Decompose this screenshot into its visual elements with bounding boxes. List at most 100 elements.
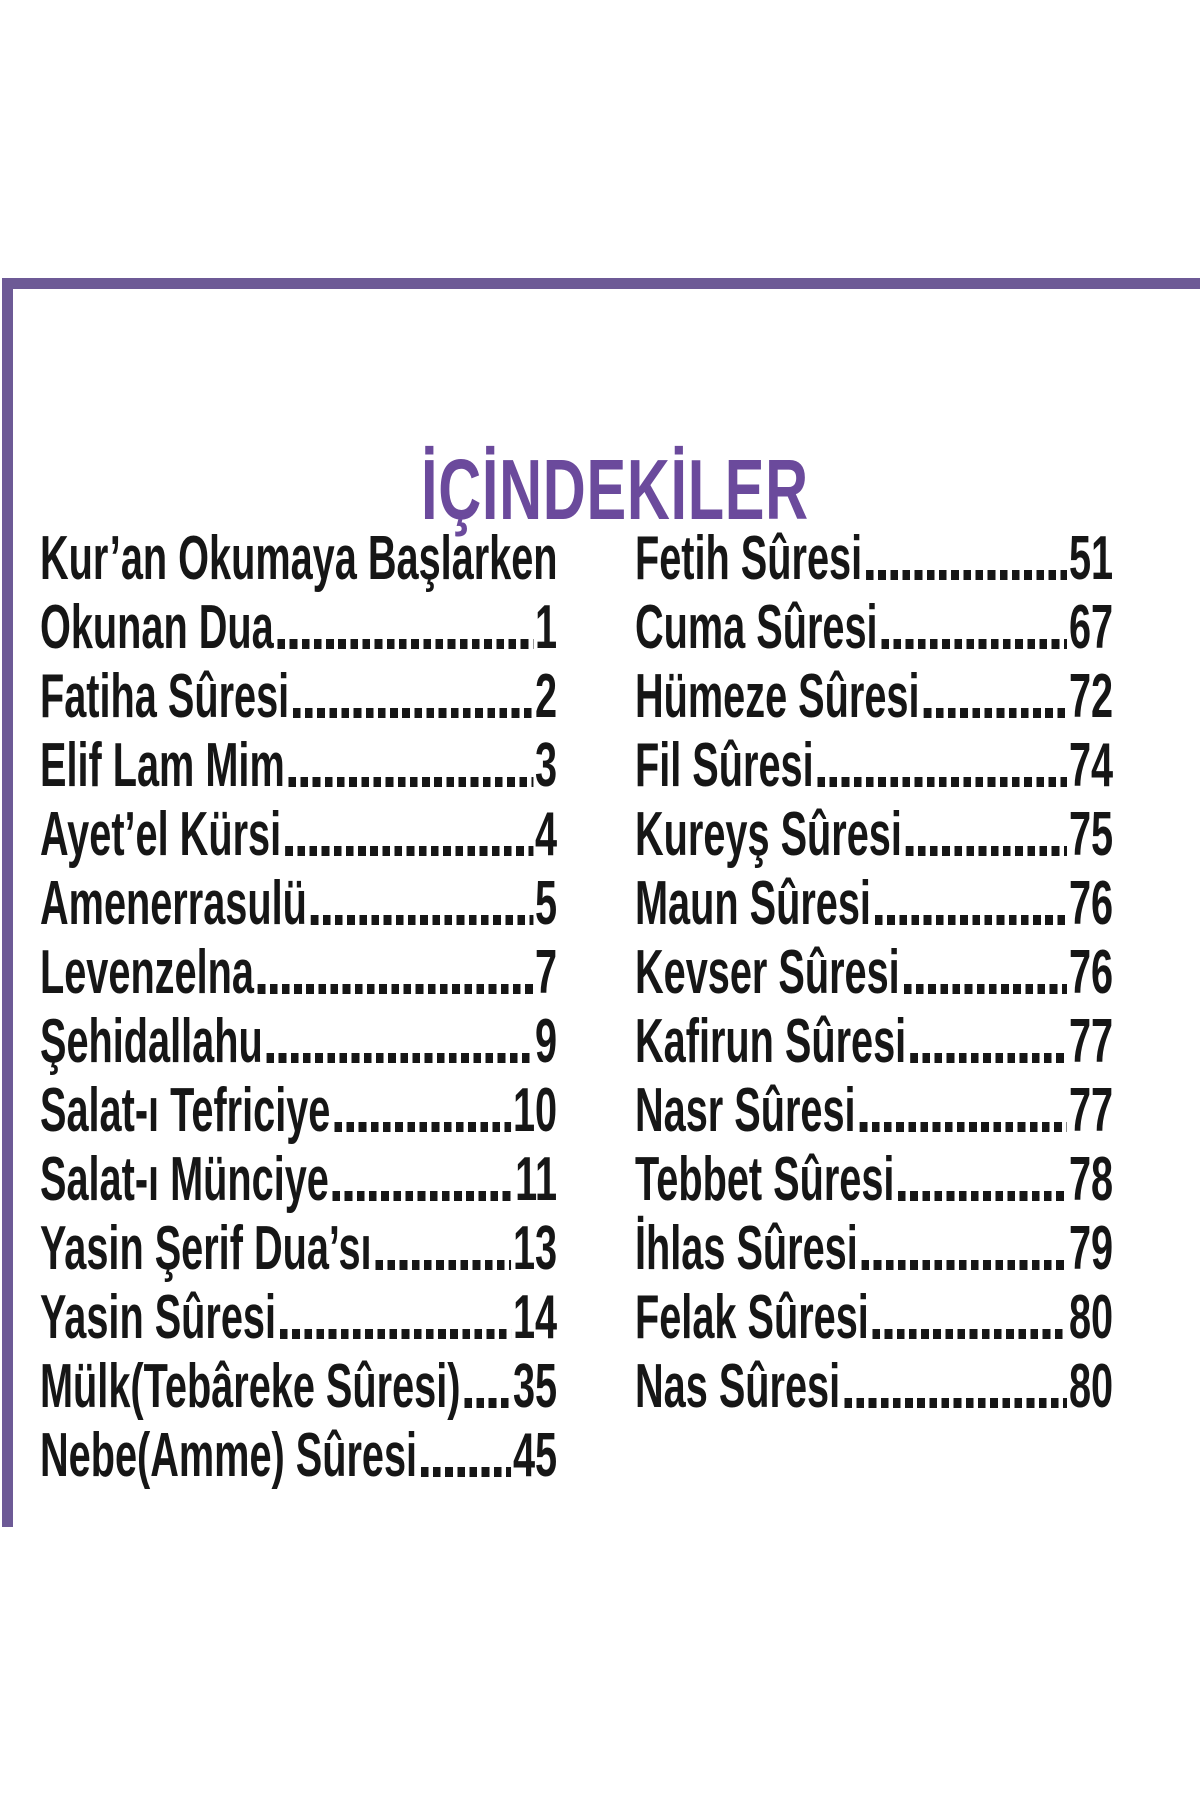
toc-entry-label: Salat-ı Tefriciye <box>40 1076 331 1145</box>
toc-entry-label: Levenzelna <box>40 938 254 1007</box>
toc-entry-label: Hümeze Sûresi <box>635 662 920 731</box>
dot-leader <box>420 1467 512 1477</box>
toc-row: Hümeze Sûresi 72 <box>635 662 1113 731</box>
toc-entry-page: 78 <box>1068 1145 1114 1214</box>
dot-leader <box>817 777 1068 787</box>
dot-leader <box>284 846 534 856</box>
toc-entry-label: Şehidallahu <box>40 1007 263 1076</box>
dot-leader <box>859 1122 1068 1132</box>
toc-entry-label: Kureyş Sûresi <box>635 800 902 869</box>
dot-leader <box>279 1329 512 1339</box>
dot-leader <box>874 915 1068 925</box>
toc-row: Mülk(Tebâreke Sûresi) 35 <box>40 1352 557 1421</box>
toc-row: Salat-ı Münciye 11 <box>40 1145 557 1214</box>
toc-row: Yasin Sûresi 14 <box>40 1283 557 1352</box>
toc-entry-page: 80 <box>1068 1283 1114 1352</box>
toc-entry-label: Ayet’el Kürsi <box>40 800 282 869</box>
toc-entry-page: 10 <box>512 1076 558 1145</box>
toc-row: Maun Sûresi 76 <box>635 869 1113 938</box>
toc-entry-page: 7 <box>535 938 558 1007</box>
toc-entry-page: 35 <box>512 1352 558 1421</box>
toc-row: Kevser Sûresi 76 <box>635 938 1113 1007</box>
page-frame-top-border <box>2 278 1200 289</box>
toc-entry-page: 14 <box>512 1283 558 1352</box>
toc-entry-label: Elif Lam Mim <box>40 731 285 800</box>
toc-entry-label: Fetih Sûresi <box>635 524 863 593</box>
toc-row: Fil Sûresi 74 <box>635 731 1113 800</box>
toc-entry-label: Kafirun Sûresi <box>635 1007 907 1076</box>
toc-entry-page: 3 <box>535 731 558 800</box>
toc-entry-page: 67 <box>1068 593 1114 662</box>
dot-leader <box>334 1122 512 1132</box>
toc-entry-label: Tebbet Sûresi <box>635 1145 895 1214</box>
toc-entry-label: Nasr Sûresi <box>635 1076 856 1145</box>
toc-row: Amenerrasulü 5 <box>40 869 557 938</box>
toc-row: Levenzelna 7 <box>40 938 557 1007</box>
page-title: İÇİNDEKİLER <box>421 442 809 538</box>
dot-leader <box>881 639 1068 649</box>
toc-column-right: Fetih Sûresi 51 Cuma Sûresi 67 Hümeze Sûresi… <box>635 524 1113 1421</box>
toc-row: Fatiha Sûresi 2 <box>40 662 557 731</box>
toc-entry-page: 2 <box>535 662 558 731</box>
dot-leader <box>861 1260 1068 1270</box>
toc-entry-label: Felak Sûresi <box>635 1283 869 1352</box>
toc-row: Fetih Sûresi 51 <box>635 524 1113 593</box>
toc-entry-label: Kevser Sûresi <box>635 938 900 1007</box>
dot-leader <box>898 1191 1068 1201</box>
toc-row: Kureyş Sûresi 75 <box>635 800 1113 869</box>
toc-entry-page: 4 <box>535 800 558 869</box>
dot-leader <box>464 1398 512 1408</box>
dot-leader <box>310 915 534 925</box>
dot-leader <box>872 1329 1068 1339</box>
dot-leader <box>375 1260 512 1270</box>
toc-entry-label: Nas Sûresi <box>635 1352 841 1421</box>
toc-row: Kur’an Okumaya Başlarken <box>40 524 558 593</box>
dot-leader <box>288 777 534 787</box>
toc-entry-page: 1 <box>535 593 558 662</box>
toc-entry-page: 74 <box>1068 731 1114 800</box>
toc-entry-label: Salat-ı Münciye <box>40 1145 329 1214</box>
toc-entry-page: 13 <box>512 1214 558 1283</box>
toc-row: Tebbet Sûresi 78 <box>635 1145 1113 1214</box>
dot-leader <box>332 1191 514 1201</box>
toc-entry-label: Fatiha Sûresi <box>40 662 290 731</box>
dot-leader <box>865 570 1068 580</box>
dot-leader <box>923 708 1068 718</box>
toc-entry-page: 75 <box>1068 800 1114 869</box>
toc-entry-label: Nebe(Amme) Sûresi <box>40 1421 418 1490</box>
toc-entry-label: İhlas Sûresi <box>635 1214 858 1283</box>
toc-row: Yasin Şerif Dua’sı 13 <box>40 1214 557 1283</box>
toc-entry-page: 5 <box>535 869 558 938</box>
toc-entry-page: 79 <box>1068 1214 1114 1283</box>
dot-leader <box>277 639 534 649</box>
toc-row: Felak Sûresi 80 <box>635 1283 1113 1352</box>
toc-row: Ayet’el Kürsi 4 <box>40 800 557 869</box>
toc-entry-label: Okunan Dua <box>40 593 274 662</box>
dot-leader <box>910 1053 1068 1063</box>
toc-row: Şehidallahu 9 <box>40 1007 557 1076</box>
dot-leader <box>903 984 1068 994</box>
toc-entry-page: 72 <box>1068 662 1114 731</box>
toc-row: Salat-ı Tefriciye 10 <box>40 1076 557 1145</box>
dot-leader <box>266 1053 534 1063</box>
toc-entry-page: 77 <box>1068 1076 1114 1145</box>
toc-entry-label: Mülk(Tebâreke Sûresi) <box>40 1352 461 1421</box>
toc-entry-page: 11 <box>515 1145 558 1214</box>
toc-column-left: Kur’an Okumaya Başlarken Okunan Dua 1 Fatih… <box>40 524 558 1490</box>
toc-entry-page: 51 <box>1068 524 1114 593</box>
toc-row: Nasr Sûresi 77 <box>635 1076 1113 1145</box>
toc-entry-page: 80 <box>1068 1352 1114 1421</box>
toc-entry-page: 45 <box>512 1421 558 1490</box>
toc-row: Nas Sûresi 80 <box>635 1352 1113 1421</box>
toc-entry-page: 9 <box>535 1007 558 1076</box>
toc-entry-label: Maun Sûresi <box>635 869 871 938</box>
toc-row: Elif Lam Mim 3 <box>40 731 557 800</box>
toc-entry-label: Yasin Sûresi <box>40 1283 277 1352</box>
dot-leader <box>293 708 534 718</box>
page-frame-left-border <box>2 278 13 1527</box>
toc-row: Kafirun Sûresi 77 <box>635 1007 1113 1076</box>
toc-entry-page: 76 <box>1068 938 1114 1007</box>
toc-row: Cuma Sûresi 67 <box>635 593 1113 662</box>
toc-entry-label: Fil Sûresi <box>635 731 814 800</box>
